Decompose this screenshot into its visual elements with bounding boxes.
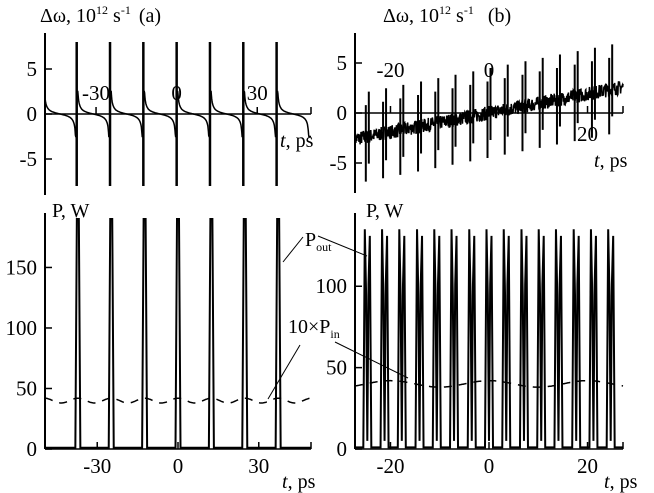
ylabel-a-top: Δω, 1012 s-1 (a) — [40, 3, 161, 27]
xlabel-a-top: t, ps — [280, 130, 314, 152]
xlabel-b-bottom: t, ps — [604, 471, 638, 493]
y-tick-label: -5 — [330, 151, 348, 175]
y-tick-label: -5 — [20, 147, 38, 171]
x-tick-label: 30 — [248, 454, 269, 478]
x-tick-label: 0 — [484, 58, 495, 82]
pin-dashed-curve — [44, 397, 312, 404]
pout-curve — [355, 229, 623, 449]
pin-dashed-curve — [354, 379, 624, 388]
y-tick-label: 50 — [326, 356, 347, 380]
freq-curve-a — [44, 90, 311, 138]
x-tick-label: 20 — [577, 122, 598, 146]
xlabel-a-bottom: t, ps — [282, 471, 316, 493]
y-tick-label: 100 — [316, 274, 348, 298]
annotation-pout: Pout — [305, 229, 332, 254]
y-tick-label: 0 — [337, 101, 348, 125]
x-tick-label: -30 — [83, 454, 111, 478]
y-tick-label: 5 — [27, 57, 38, 81]
x-tick-label: 20 — [577, 454, 598, 478]
x-tick-label: 30 — [247, 81, 268, 105]
y-tick-label: 5 — [337, 51, 348, 75]
pout-leader-a — [282, 236, 304, 263]
ylabel-b-bottom: P, W — [366, 200, 404, 222]
x-tick-label: 0 — [484, 454, 495, 478]
xlabel-b-top: t, ps — [594, 150, 628, 172]
y-tick-label: 150 — [6, 255, 38, 279]
ylabel-b-top: Δω, 1012 s-1 (b) — [383, 3, 511, 27]
x-tick-label: 0 — [173, 454, 184, 478]
y-tick-label: 0 — [27, 437, 38, 461]
x-tick-label: -20 — [376, 454, 404, 478]
x-tick-label: -20 — [376, 58, 404, 82]
pout-curve — [45, 218, 311, 449]
y-tick-label: 0 — [27, 102, 38, 126]
x-tick-label: -30 — [82, 81, 110, 105]
y-tick-label: 100 — [6, 316, 38, 340]
pin-leader-a — [267, 344, 301, 400]
ylabel-a-bottom: P, W — [52, 200, 90, 222]
y-tick-label: 0 — [337, 437, 348, 461]
pout-leader-b — [317, 235, 368, 257]
annotation-10pin: 10×Pin — [288, 316, 340, 341]
y-tick-label: 50 — [16, 376, 37, 400]
